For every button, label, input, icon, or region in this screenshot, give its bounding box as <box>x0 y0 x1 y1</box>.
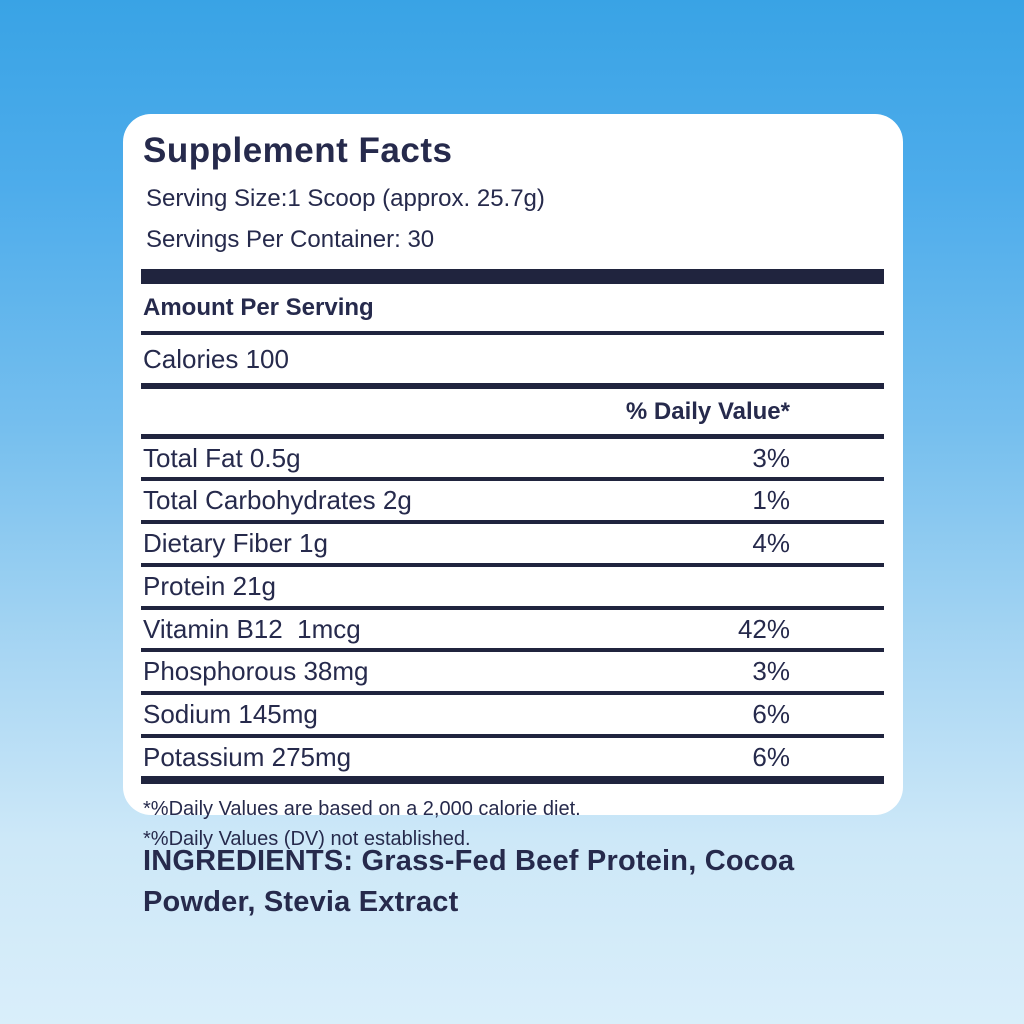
calories-line: Calories 100 <box>141 335 884 389</box>
nutrient-daily-value: 4% <box>752 528 790 559</box>
nutrient-daily-value: 6% <box>752 699 790 729</box>
nutrient-name: Phosphorous 38mg <box>143 656 369 687</box>
nutrient-daily-value: 42% <box>737 613 790 644</box>
nutrient-name: Total Carbohydrates 2g <box>143 485 412 516</box>
table-row-total-carbohydrates: Total Carbohydrates 2g 1% <box>141 481 884 525</box>
table-row-dietary-fiber: Dietary Fiber 1g 4% <box>141 524 884 567</box>
servings-per-container-line: Servings Per Container: 30 <box>146 226 435 254</box>
amount-per-serving-heading: Amount Per Serving <box>141 284 884 335</box>
nutrient-daily-value: 3% <box>752 442 790 473</box>
table-row-vitamin-b12: Vitamin B12 1mcg 42% <box>141 610 884 653</box>
table-row-phosphorous: Phosphorous 38mg 3% <box>141 652 884 695</box>
nutrient-name: Potassium 275mg <box>143 741 352 772</box>
thick-divider-top <box>141 268 884 284</box>
nutrient-name: Vitamin B12 1mcg <box>143 613 361 644</box>
nutrient-table: Total Fat 0.5g 3% Total Carbohydrates 2g… <box>141 439 884 777</box>
nutrient-daily-value: 6% <box>752 741 790 772</box>
thick-divider-bottom <box>141 776 884 785</box>
nutrient-name: Dietary Fiber 1g <box>143 528 328 559</box>
table-row-protein: Protein 21g <box>141 567 884 610</box>
table-row-sodium: Sodium 145mg 6% <box>141 695 884 738</box>
ingredients-text: INGREDIENTS: Grass-Fed Beef Protein, Coc… <box>143 845 795 919</box>
supplement-facts-card: Supplement Facts Serving Size:1 Scoop (a… <box>123 114 903 850</box>
nutrient-name: Total Fat 0.5g <box>143 442 301 473</box>
serving-size-line: Serving Size:1 Scoop (approx. 25.7g) <box>146 184 545 212</box>
nutrient-name: Protein 21g <box>143 570 276 601</box>
supplement-facts-title: Supplement Facts <box>143 131 453 170</box>
footnotes: *%Daily Values are based on a 2,000 calo… <box>141 794 884 854</box>
nutrient-daily-value: 1% <box>752 485 790 516</box>
nutrient-daily-value: 3% <box>752 656 790 687</box>
table-row-total-fat: Total Fat 0.5g 3% <box>141 439 884 482</box>
footnote-dv-not-established: *%Daily Values (DV) not established. <box>143 828 471 851</box>
footnote-daily-values: *%Daily Values are based on a 2,000 calo… <box>143 798 581 821</box>
table-row-potassium: Potassium 275mg 6% <box>141 738 884 777</box>
nutrient-name: Sodium 145mg <box>143 699 318 729</box>
daily-value-header: % Daily Value* <box>141 389 884 439</box>
